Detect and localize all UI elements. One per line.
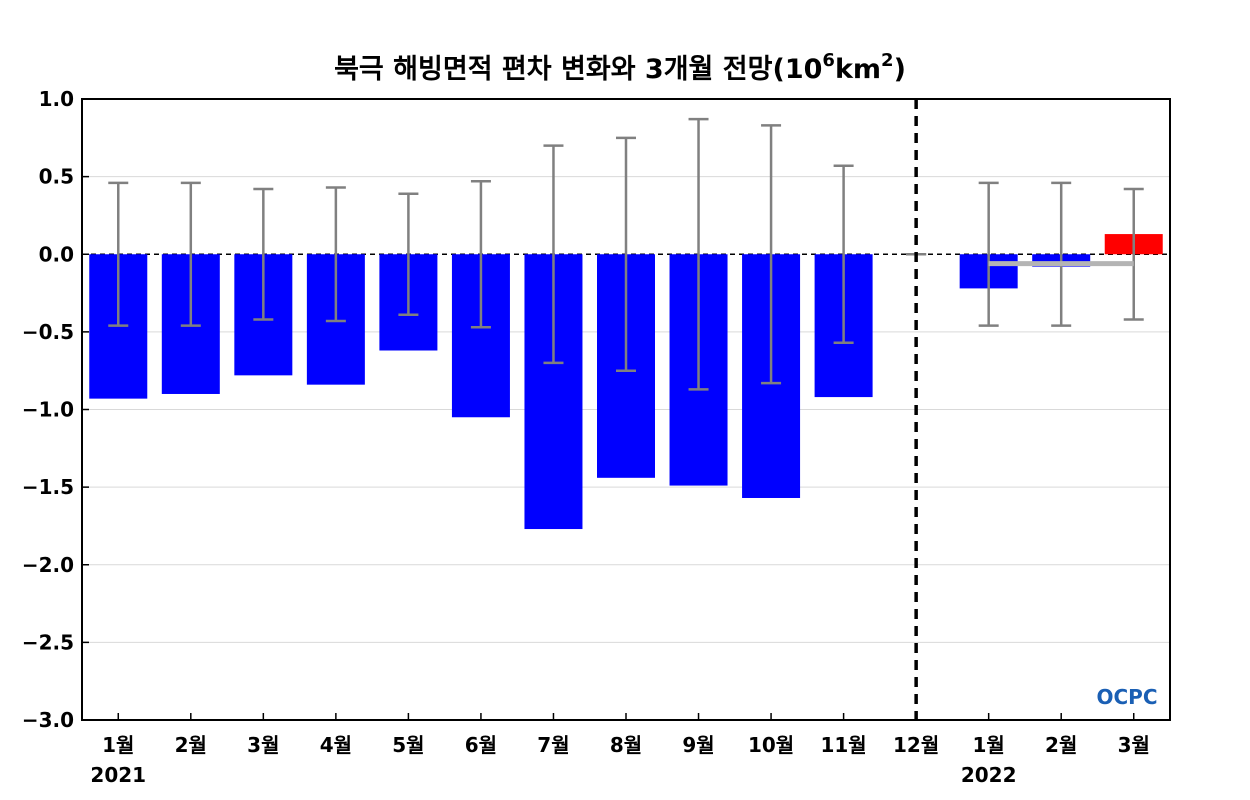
error-bar-7: [616, 136, 636, 372]
x-tick-label: 9월: [682, 733, 714, 757]
error-bar-0: [108, 181, 129, 327]
y-tick-label: −3.0: [22, 708, 74, 732]
x-tick-label: 12월: [893, 733, 939, 757]
x-tick-label: 5월: [392, 733, 424, 757]
x-tick-label: 6월: [465, 733, 497, 757]
year-label: 2022: [961, 763, 1017, 787]
error-bar-9: [761, 124, 782, 385]
ocpc-logo: OCPC: [1096, 685, 1157, 709]
x-tick-label: 11월: [820, 733, 866, 757]
y-tick-label: −0.5: [22, 320, 74, 344]
x-tick-label: 2월: [175, 733, 207, 757]
x-tick-label: 4월: [320, 733, 352, 757]
error-bar-3: [325, 186, 346, 323]
error-bar-5: [470, 180, 491, 329]
y-tick-label: −2.5: [22, 630, 74, 654]
y-tick-label: 1.0: [39, 87, 74, 111]
error-bar-13: [1051, 181, 1072, 327]
x-tick-label: 1월: [973, 733, 1005, 757]
error-bar-14: [1123, 187, 1144, 321]
y-tick-label: −2.0: [22, 553, 74, 577]
x-tick-label: 2월: [1045, 733, 1077, 757]
error-bar-8: [688, 117, 709, 391]
y-tick-label: −1.0: [22, 398, 74, 422]
y-tick-label: 0.5: [39, 165, 74, 189]
x-tick-label: 3월: [1118, 733, 1150, 757]
error-bar-12: [978, 181, 999, 327]
error-bar-2: [253, 187, 274, 321]
error-bar-6: [543, 144, 564, 365]
y-tick-label: −1.5: [22, 475, 74, 499]
x-tick-label: 3월: [247, 733, 279, 757]
y-tick-label: 0.0: [39, 242, 74, 266]
error-bar-4: [398, 192, 419, 317]
x-tick-label: 7월: [537, 733, 569, 757]
year-label: 2021: [90, 763, 146, 787]
x-tick-label: 10월: [748, 733, 794, 757]
x-tick-label: 1월: [102, 733, 134, 757]
chart-title: 북극 해빙면적 편차 변화와 3개월 전망(106km2): [334, 50, 906, 85]
error-bar-10: [833, 164, 854, 344]
x-tick-label: 8월: [610, 733, 642, 757]
error-bar-1: [180, 181, 201, 327]
